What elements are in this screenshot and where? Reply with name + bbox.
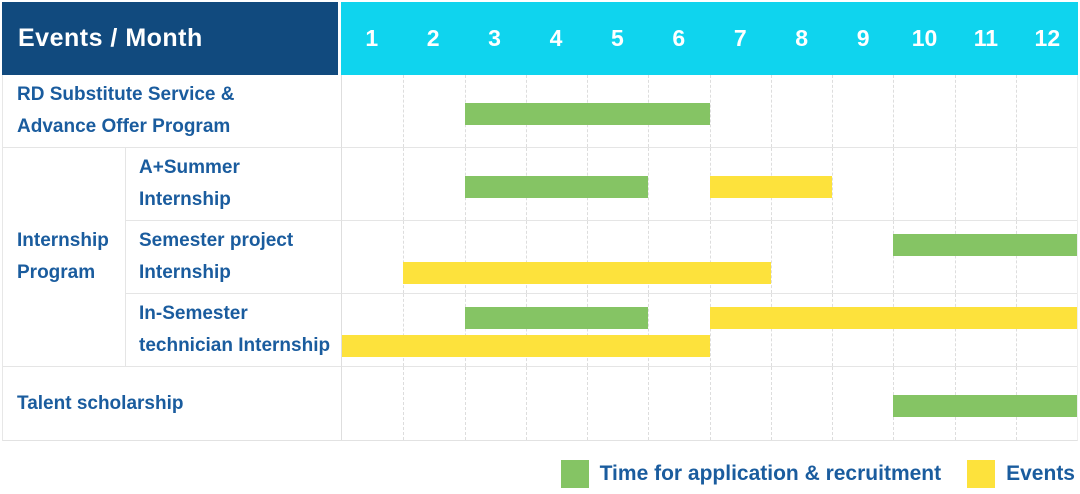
month-gridline (648, 294, 650, 366)
month-header-12: 12 (1034, 25, 1061, 51)
label-line: Internship (17, 230, 109, 251)
label-line: Semester project (139, 230, 294, 251)
gantt-bar-event (403, 262, 771, 284)
month-gridline (709, 75, 711, 147)
row-chart-rd-substitute-service (341, 75, 1077, 148)
group-label-internship-program: Internship Program (3, 148, 125, 367)
row-label-rd-substitute-service: RD Substitute Service & Advance Offer Pro… (3, 75, 341, 148)
table-header: Events / Month 1 2 3 4 5 6 7 8 9 10 11 12 (2, 2, 1078, 75)
month-header-11: 11 (973, 25, 999, 51)
month-gridline (770, 75, 772, 147)
month-header-10: 10 (911, 25, 938, 51)
month-gridline (954, 148, 956, 220)
month-gridline (893, 148, 895, 220)
month-gridline (832, 367, 833, 440)
month-gridline (893, 221, 895, 293)
month-gridline (587, 221, 588, 293)
month-gridline (587, 367, 588, 440)
month-gridline (587, 294, 588, 366)
month-gridline (464, 294, 466, 366)
label-line: Advance Offer Program (17, 116, 231, 137)
month-header-row: 1 2 3 4 5 6 7 8 9 10 11 12 (341, 2, 1078, 75)
legend: Time for application & recruitment Event… (560, 456, 1075, 492)
row-chart-talent-scholarship (341, 367, 1077, 440)
month-gridline (525, 294, 527, 366)
month-gridline (648, 148, 650, 220)
legend-item-events: Events (967, 460, 1075, 488)
row-label-a-plus-summer-internship: A+Summer Internship (125, 148, 341, 221)
row-label-semester-project-internship: Semester project Internship (125, 221, 341, 294)
label-line: Talent scholarship (17, 392, 184, 414)
gantt-bar-application (893, 234, 1077, 256)
month-gridline (893, 294, 895, 366)
month-gridline (832, 221, 833, 293)
row-label-in-semester-technician-internship: In-Semester technician Internship (125, 294, 341, 367)
month-gridline (1015, 294, 1017, 366)
month-header-3: 3 (488, 25, 501, 51)
month-gridline (709, 294, 711, 366)
label-line: Program (17, 262, 96, 283)
month-header-7: 7 (733, 25, 747, 51)
application-color-swatch (560, 460, 589, 488)
month-gridline (832, 294, 833, 366)
row-chart-in-semester-technician-internship (341, 294, 1077, 367)
label-line: RD Substitute Service & (17, 84, 235, 105)
legend-events-label: Events (1006, 462, 1075, 485)
month-gridline (403, 294, 405, 366)
month-header-6: 6 (672, 25, 686, 51)
month-header-8: 8 (795, 25, 809, 51)
gantt-body: RD Substitute Service & Advance Offer Pro… (2, 75, 1078, 441)
month-gridline (403, 148, 405, 220)
gantt-bar-event (709, 307, 1077, 329)
month-gridline (832, 75, 833, 147)
row-chart-a-plus-summer-internship (341, 148, 1077, 221)
month-header-9: 9 (856, 25, 870, 51)
month-gridline (525, 367, 527, 440)
month-gridline (1015, 75, 1017, 147)
row-label-talent-scholarship: Talent scholarship (3, 367, 341, 440)
month-gridline (403, 367, 405, 440)
month-gridline (770, 367, 772, 440)
month-gridline (648, 367, 650, 440)
month-gridline (1015, 221, 1017, 293)
month-gridline (709, 221, 711, 293)
row-chart-semester-project-internship (341, 221, 1077, 294)
month-gridline (648, 221, 650, 293)
label-line: In-Semester (139, 303, 248, 324)
month-gridline (464, 367, 466, 440)
month-gridline (954, 221, 956, 293)
month-gridline (954, 75, 956, 147)
month-gridline (525, 221, 527, 293)
month-gridline (832, 148, 833, 220)
gantt-bar-event (342, 335, 710, 357)
legend-application-label: Time for application & recruitment (599, 462, 942, 485)
month-header-4: 4 (549, 25, 563, 51)
month-header-2: 2 (426, 25, 440, 51)
header-events-month-label: Events / Month (2, 2, 338, 75)
events-color-swatch (967, 460, 996, 488)
gantt-bar-application (464, 176, 649, 198)
label-line: A+Summer (139, 157, 240, 178)
month-gridline (403, 75, 405, 147)
month-gridline (770, 221, 772, 293)
label-line: Internship (139, 262, 231, 283)
month-gridline (464, 221, 466, 293)
month-gridline (709, 367, 711, 440)
month-gridline (893, 75, 895, 147)
month-gridline (403, 221, 405, 293)
month-header-1: 1 (365, 25, 379, 51)
gantt-bar-event (709, 176, 832, 198)
month-gridline (954, 294, 956, 366)
gantt-bar-application (464, 307, 649, 329)
month-gridline (770, 294, 772, 366)
legend-item-application: Time for application & recruitment (560, 460, 942, 488)
month-header-5: 5 (611, 25, 624, 51)
gantt-bar-application (464, 103, 710, 125)
gantt-bar-application (893, 395, 1077, 417)
label-line: Internship (139, 189, 231, 210)
month-gridline (1015, 148, 1017, 220)
label-line: technician Internship (139, 335, 331, 356)
